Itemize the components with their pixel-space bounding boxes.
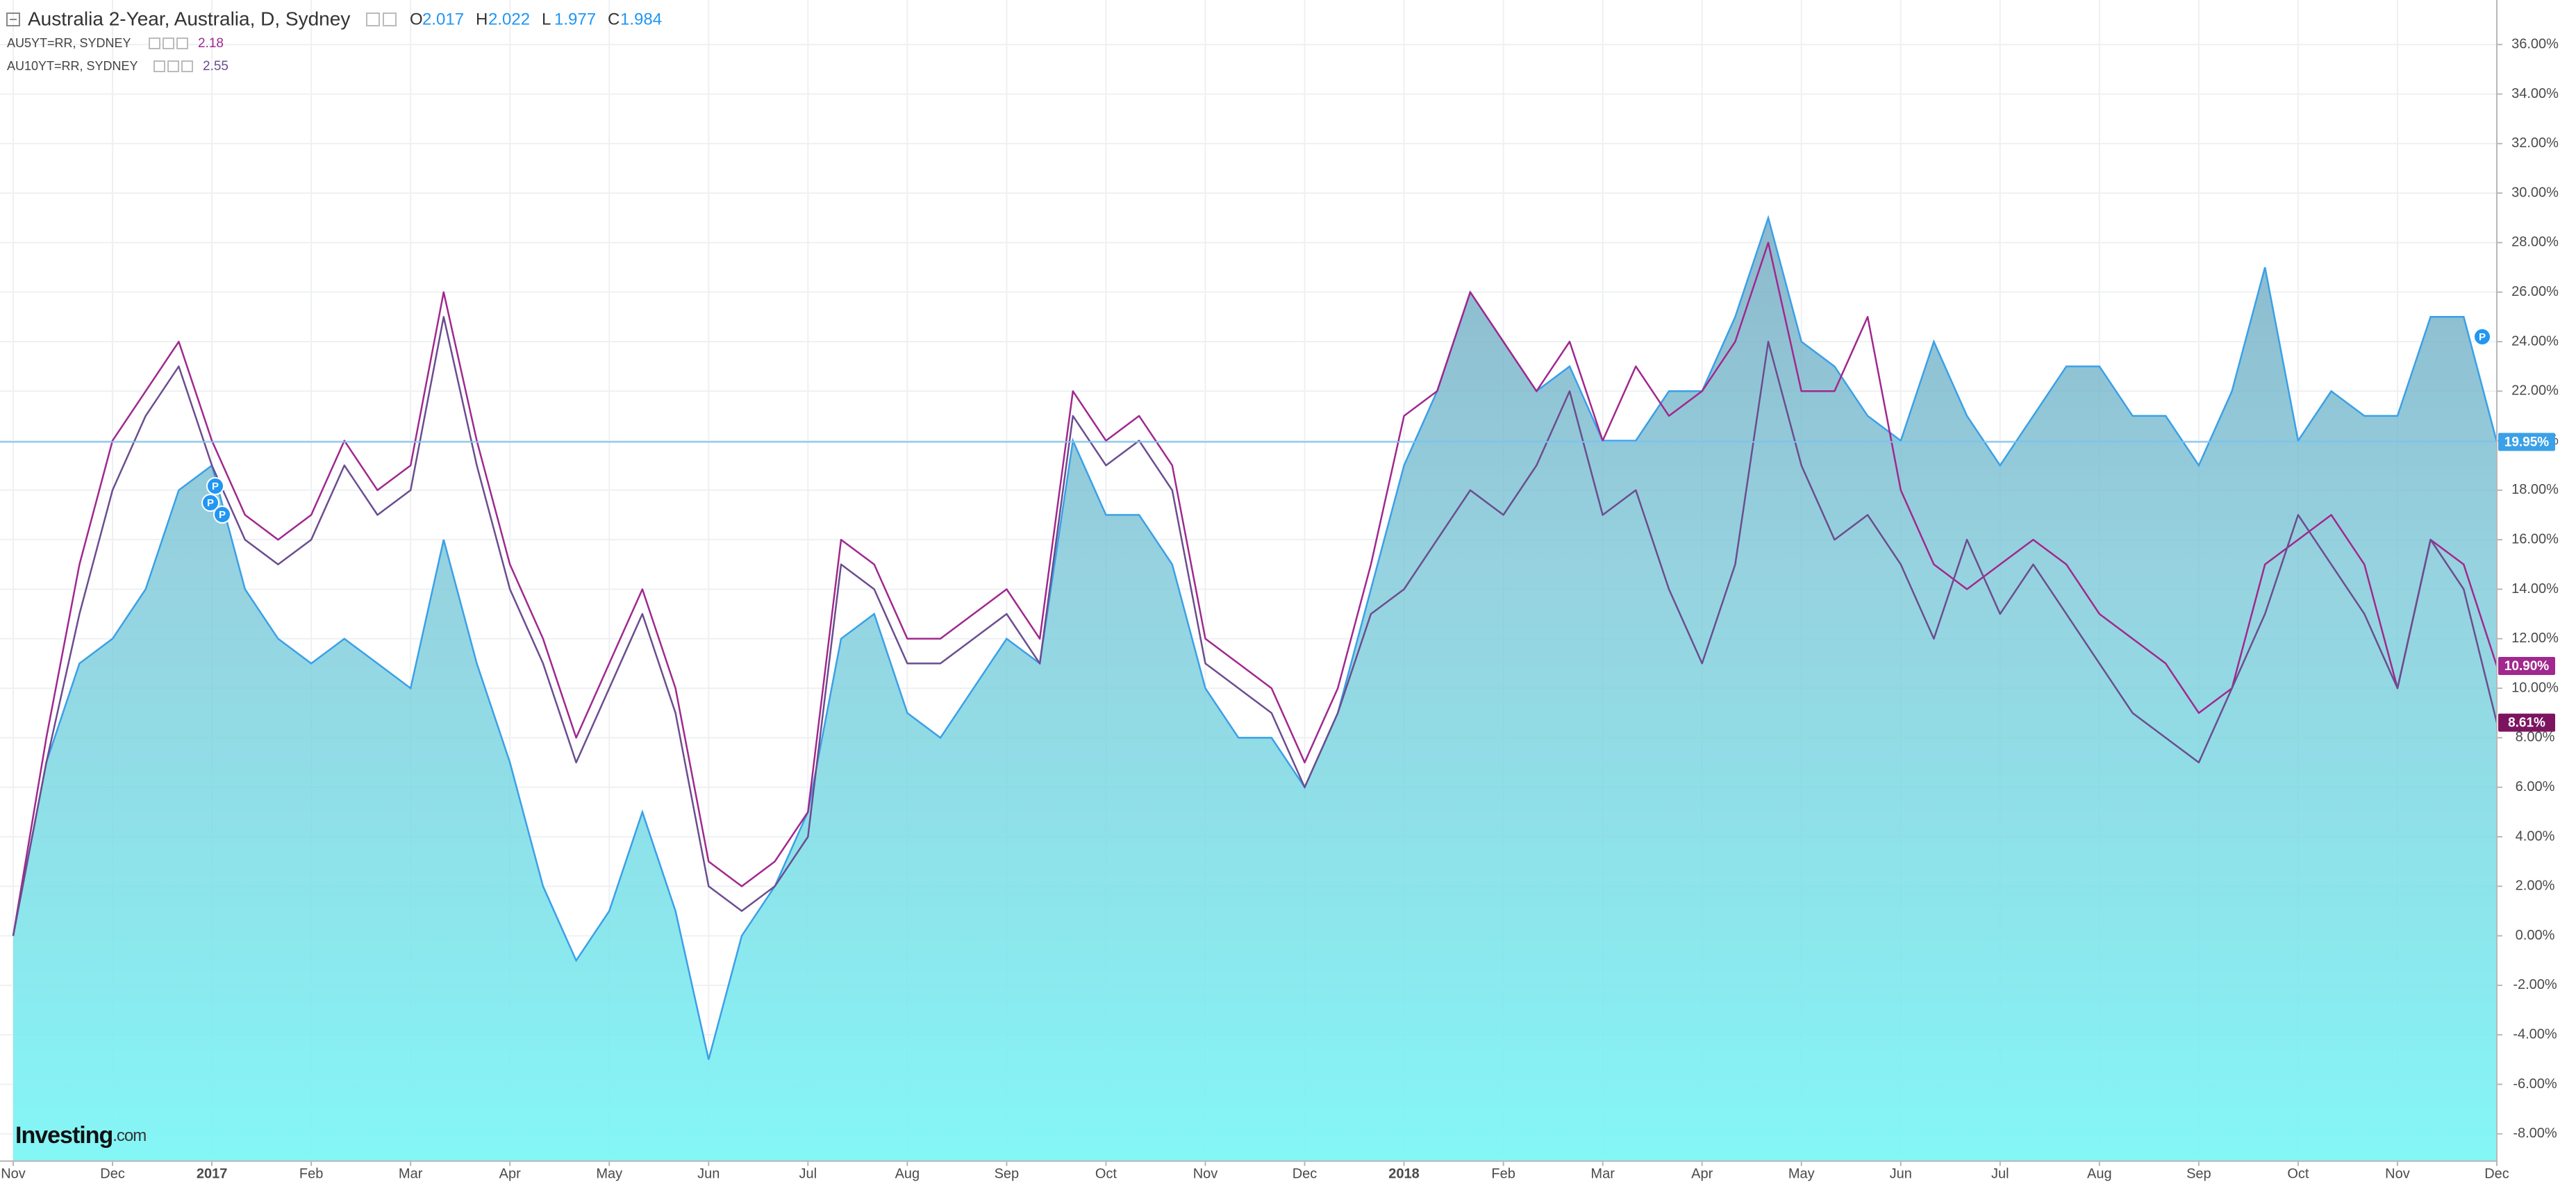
axes: -8.00% -6.00% -4.00% -2.00% 0.00% 2.00% 4.00% 6… <box>1 36 2559 1181</box>
ohlc-key: H <box>476 10 488 28</box>
y-tick-label: 0.00% <box>2516 928 2555 943</box>
ohlc-value: 2.017 <box>422 10 464 28</box>
y-tick-label: 26.00% <box>2511 284 2559 299</box>
x-tick-label: Aug <box>2087 1166 2112 1181</box>
ohlc: O 2.017 H 2.022 L 1.977 C 1.984 <box>366 10 662 28</box>
x-tick-label: Jun <box>697 1166 720 1181</box>
x-tick-label: Jul <box>799 1166 817 1181</box>
x-tick-label: Jul <box>1991 1166 2009 1181</box>
plot-area <box>0 215 2498 1162</box>
price-tag <box>2498 656 2555 675</box>
x-tick-label: Feb <box>1491 1166 1515 1181</box>
y-tick-label: 32.00% <box>2511 135 2559 151</box>
y-tick-label: 36.00% <box>2511 36 2559 51</box>
x-tick-label: Nov <box>1193 1166 1218 1181</box>
x-tick-label: Feb <box>299 1166 323 1181</box>
legend-value: 2.55 <box>203 59 228 74</box>
x-tick-label: Apr <box>1691 1166 1713 1181</box>
x-tick-label: Dec <box>2484 1166 2509 1181</box>
ohlc-value: 1.984 <box>620 10 662 28</box>
event-label: P <box>212 481 219 492</box>
event-label: P <box>207 497 214 509</box>
y-tick-label: -6.00% <box>2513 1076 2557 1092</box>
x-tick-label: 2017 <box>197 1166 228 1181</box>
y-tick-label: -4.00% <box>2513 1026 2557 1042</box>
y-tick-label: 6.00% <box>2516 779 2555 794</box>
y-tick-label: 22.00% <box>2511 383 2559 399</box>
x-tick-label: Sep <box>2186 1166 2211 1181</box>
event-label: P <box>219 509 226 521</box>
y-tick-label: 34.00% <box>2511 86 2559 101</box>
x-tick-label: 2018 <box>1388 1166 1420 1181</box>
x-tick-label: Nov <box>1 1166 26 1181</box>
price-tag <box>2498 433 2555 451</box>
event-badge[interactable] <box>201 494 219 512</box>
x-tick-label: Mar <box>399 1166 423 1181</box>
event-badge[interactable] <box>2473 328 2491 346</box>
y-tick-label: 10.00% <box>2511 680 2559 695</box>
legend-button[interactable] <box>176 37 188 49</box>
y-tick-label: 28.00% <box>2511 235 2559 250</box>
close-button[interactable] <box>383 12 397 26</box>
event-badge[interactable] <box>206 477 224 495</box>
price-tag-label: 19.95% <box>2504 435 2550 449</box>
x-tick-label: Oct <box>2287 1166 2309 1181</box>
x-tick-label: Dec <box>1293 1166 1318 1181</box>
collapse-button[interactable] <box>6 12 20 26</box>
event-label: P <box>2479 331 2486 343</box>
series-line <box>12 316 2498 936</box>
price-tag <box>2498 713 2555 732</box>
area-fill <box>13 217 2497 1162</box>
chart-title: Australia 2-Year, Australia, D, Sydney <box>28 8 350 29</box>
y-tick-label: 8.00% <box>2516 730 2555 745</box>
y-tick-label: -8.00% <box>2513 1126 2557 1141</box>
y-tick-label: 14.00% <box>2511 581 2559 597</box>
settings-button[interactable] <box>366 12 380 26</box>
series-line <box>12 242 2498 936</box>
x-tick-label: Sep <box>995 1166 1020 1181</box>
legend-name: AU10YT=RR, SYDNEY <box>7 59 138 73</box>
legend-button[interactable] <box>167 60 179 72</box>
price-tag-label: 8.61% <box>2508 716 2545 731</box>
watermark: Investing.com <box>15 1122 146 1149</box>
ohlc-key: L <box>542 10 551 28</box>
y-tick-label: -2.00% <box>2513 977 2557 992</box>
legend-button[interactable] <box>149 37 160 49</box>
area-line <box>12 215 2498 1060</box>
event-badge[interactable] <box>213 506 231 524</box>
legend-button[interactable] <box>181 60 193 72</box>
legend: AU5YT=RR, SYDNEY 2.18 AU10YT=RR, SYDNEY 2.5… <box>7 36 228 74</box>
price-tag-label: 10.90% <box>2504 659 2550 674</box>
x-tick-label: Dec <box>100 1166 125 1181</box>
y-tick-label: 2.00% <box>2516 878 2555 894</box>
y-tick-label: 12.00% <box>2511 631 2559 646</box>
watermark-brand: Investing <box>15 1122 113 1149</box>
x-tick-label: Nov <box>2385 1166 2410 1181</box>
y-tick-label: 4.00% <box>2516 828 2555 844</box>
ohlc-value: 2.022 <box>488 10 530 28</box>
x-tick-label: Apr <box>499 1166 521 1181</box>
y-tick-label: 18.00% <box>2511 482 2559 497</box>
x-tick-label: Mar <box>1590 1166 1615 1181</box>
y-tick-label: 30.00% <box>2511 185 2559 200</box>
x-tick-label: Oct <box>1095 1166 1117 1181</box>
y-tick-label: 24.00% <box>2511 333 2559 349</box>
legend-button[interactable] <box>163 37 174 49</box>
ohlc-value: 1.977 <box>554 10 596 28</box>
event-badges: P P P P <box>201 328 2491 524</box>
x-tick-label: Aug <box>895 1166 920 1181</box>
x-tick-label: May <box>1788 1166 1815 1181</box>
legend-value: 2.18 <box>198 36 224 51</box>
x-tick-label: May <box>596 1166 622 1181</box>
y-tick-label: 16.00% <box>2511 531 2559 547</box>
legend-button[interactable] <box>153 60 165 72</box>
ohlc-key: O <box>410 10 423 28</box>
watermark-suffix: .com <box>113 1126 146 1145</box>
header: Australia 2-Year, Australia, D, Sydney O… <box>6 8 662 74</box>
x-tick-label: Jun <box>1890 1166 1912 1181</box>
ohlc-key: C <box>608 10 620 28</box>
legend-name: AU5YT=RR, SYDNEY <box>7 36 131 50</box>
